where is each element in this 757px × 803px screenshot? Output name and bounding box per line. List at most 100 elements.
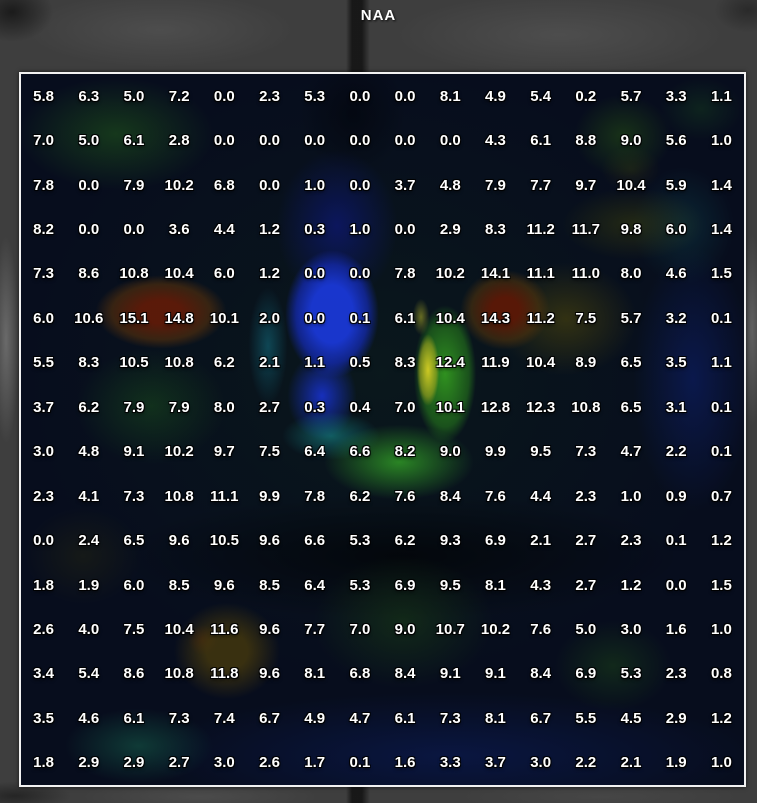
grid-value: 5.6: [665, 132, 687, 150]
grid-value: 14.1: [480, 265, 511, 283]
grid-value: 8.2: [33, 221, 55, 239]
grid-value: 0.1: [349, 309, 371, 327]
grid-value: 2.3: [259, 87, 280, 105]
grid-value: 2.3: [33, 487, 55, 505]
grid-value: 7.9: [168, 398, 190, 416]
grid-value: 6.1: [123, 709, 145, 727]
grid-value: 9.7: [213, 443, 235, 461]
grid-value: 3.3: [439, 754, 461, 772]
grid-value: 1.0: [710, 132, 732, 150]
grid-value: 5.3: [349, 576, 371, 594]
grid-value: 11.2: [526, 221, 555, 239]
grid-value: 2.9: [665, 709, 687, 727]
grid-value: 9.9: [259, 487, 280, 505]
grid-value: 3.5: [33, 709, 55, 727]
grid-value: 6.8: [213, 176, 235, 194]
grid-value: 1.2: [259, 265, 280, 283]
grid-value: 2.2: [665, 443, 687, 461]
grid-value: 11.8: [210, 665, 239, 683]
grid-value: 15.1: [119, 309, 149, 327]
grid-value: 4.9: [304, 709, 326, 727]
grid-value: 7.8: [304, 487, 326, 505]
grid-value: 1.6: [394, 754, 416, 772]
grid-value: 3.5: [665, 354, 687, 372]
value-grid: 5.8 6.3 5.0 7.2 0.0 2.3 5.3 0.0 0.0 8.1 4.9 5.4 0.2 5…: [21, 74, 744, 785]
grid-value: 7.9: [123, 176, 145, 194]
grid-value: 7.7: [530, 176, 552, 194]
grid-value: 3.3: [665, 87, 687, 105]
grid-value: 6.2: [349, 487, 371, 505]
grid-value: 5.3: [620, 665, 642, 683]
grid-value: 8.4: [530, 665, 552, 683]
grid-value: 2.3: [665, 665, 687, 683]
grid-value: 5.7: [620, 309, 642, 327]
grid-value: 3.0: [213, 754, 235, 772]
grid-value: 6.4: [304, 443, 326, 461]
grid-value: 6.9: [575, 665, 597, 683]
grid-value: 2.7: [575, 576, 597, 594]
grid-value: 6.2: [78, 398, 100, 416]
grid-value: 2.8: [168, 132, 190, 150]
grid-value: 6.0: [33, 309, 55, 327]
grid-value: 6.8: [349, 665, 371, 683]
grid-value: 5.4: [530, 87, 552, 105]
grid-value: 12.3: [526, 398, 556, 416]
grid-value: 8.4: [439, 487, 461, 505]
grid-value: 6.1: [530, 132, 552, 150]
grid-value: 3.7: [394, 176, 416, 194]
grid-value: 5.0: [123, 87, 145, 105]
grid-value: 1.4: [710, 221, 732, 239]
grid-value: 9.9: [485, 443, 506, 461]
grid-value: 11.7: [571, 221, 601, 239]
grid-value: 7.3: [439, 709, 461, 727]
grid-value: 12.4: [435, 354, 465, 372]
grid-value: 6.6: [304, 532, 326, 550]
grid-value: 9.0: [439, 443, 461, 461]
grid-value: 9.6: [259, 665, 280, 683]
grid-value: 2.9: [123, 754, 145, 772]
grid-value: 4.5: [620, 709, 642, 727]
grid-value: 0.5: [349, 354, 371, 372]
grid-value: 9.3: [439, 532, 461, 550]
grid-value: 10.8: [119, 265, 149, 283]
grid-value: 0.0: [213, 87, 235, 105]
grid-value: 8.3: [485, 221, 506, 239]
grid-value: 4.3: [485, 132, 506, 150]
grid-value: 0.0: [213, 132, 235, 150]
grid-value: 2.9: [439, 221, 461, 239]
grid-value: 0.8: [710, 665, 732, 683]
grid-value: 12.8: [480, 398, 511, 416]
grid-value: 1.5: [710, 576, 732, 594]
grid-value: 5.0: [575, 620, 597, 638]
grid-value: 10.1: [435, 398, 465, 416]
grid-value: 6.9: [485, 532, 506, 550]
grid-value: 6.3: [78, 87, 100, 105]
grid-value: 11.0: [571, 265, 601, 283]
grid-value: 10.8: [571, 398, 601, 416]
grid-value: 3.0: [33, 443, 55, 461]
grid-value: 10.1: [209, 309, 239, 327]
grid-value: 8.2: [394, 443, 416, 461]
grid-value: 9.0: [620, 132, 642, 150]
grid-value: 9.1: [439, 665, 461, 683]
grid-value: 6.6: [349, 443, 371, 461]
grid-value: 2.6: [33, 620, 55, 638]
grid-value: 0.0: [78, 221, 100, 239]
grid-value: 10.6: [74, 309, 104, 327]
grid-value: 4.8: [439, 176, 461, 194]
grid-value: 2.4: [78, 532, 100, 550]
grid-value: 10.7: [435, 620, 465, 638]
grid-value: 8.9: [575, 354, 597, 372]
grid-value: 6.2: [213, 354, 235, 372]
grid-value: 11.1: [210, 487, 239, 505]
grid-value: 5.9: [665, 176, 687, 194]
grid-value: 7.5: [259, 443, 280, 461]
grid-value: 7.0: [33, 132, 55, 150]
grid-value: 3.0: [620, 620, 642, 638]
grid-value: 9.1: [485, 665, 506, 683]
grid-value: 3.7: [33, 398, 55, 416]
grid-value: 2.1: [530, 532, 552, 550]
grid-value: 8.3: [394, 354, 416, 372]
grid-value: 1.0: [349, 221, 371, 239]
grid-value: 8.1: [439, 87, 461, 105]
